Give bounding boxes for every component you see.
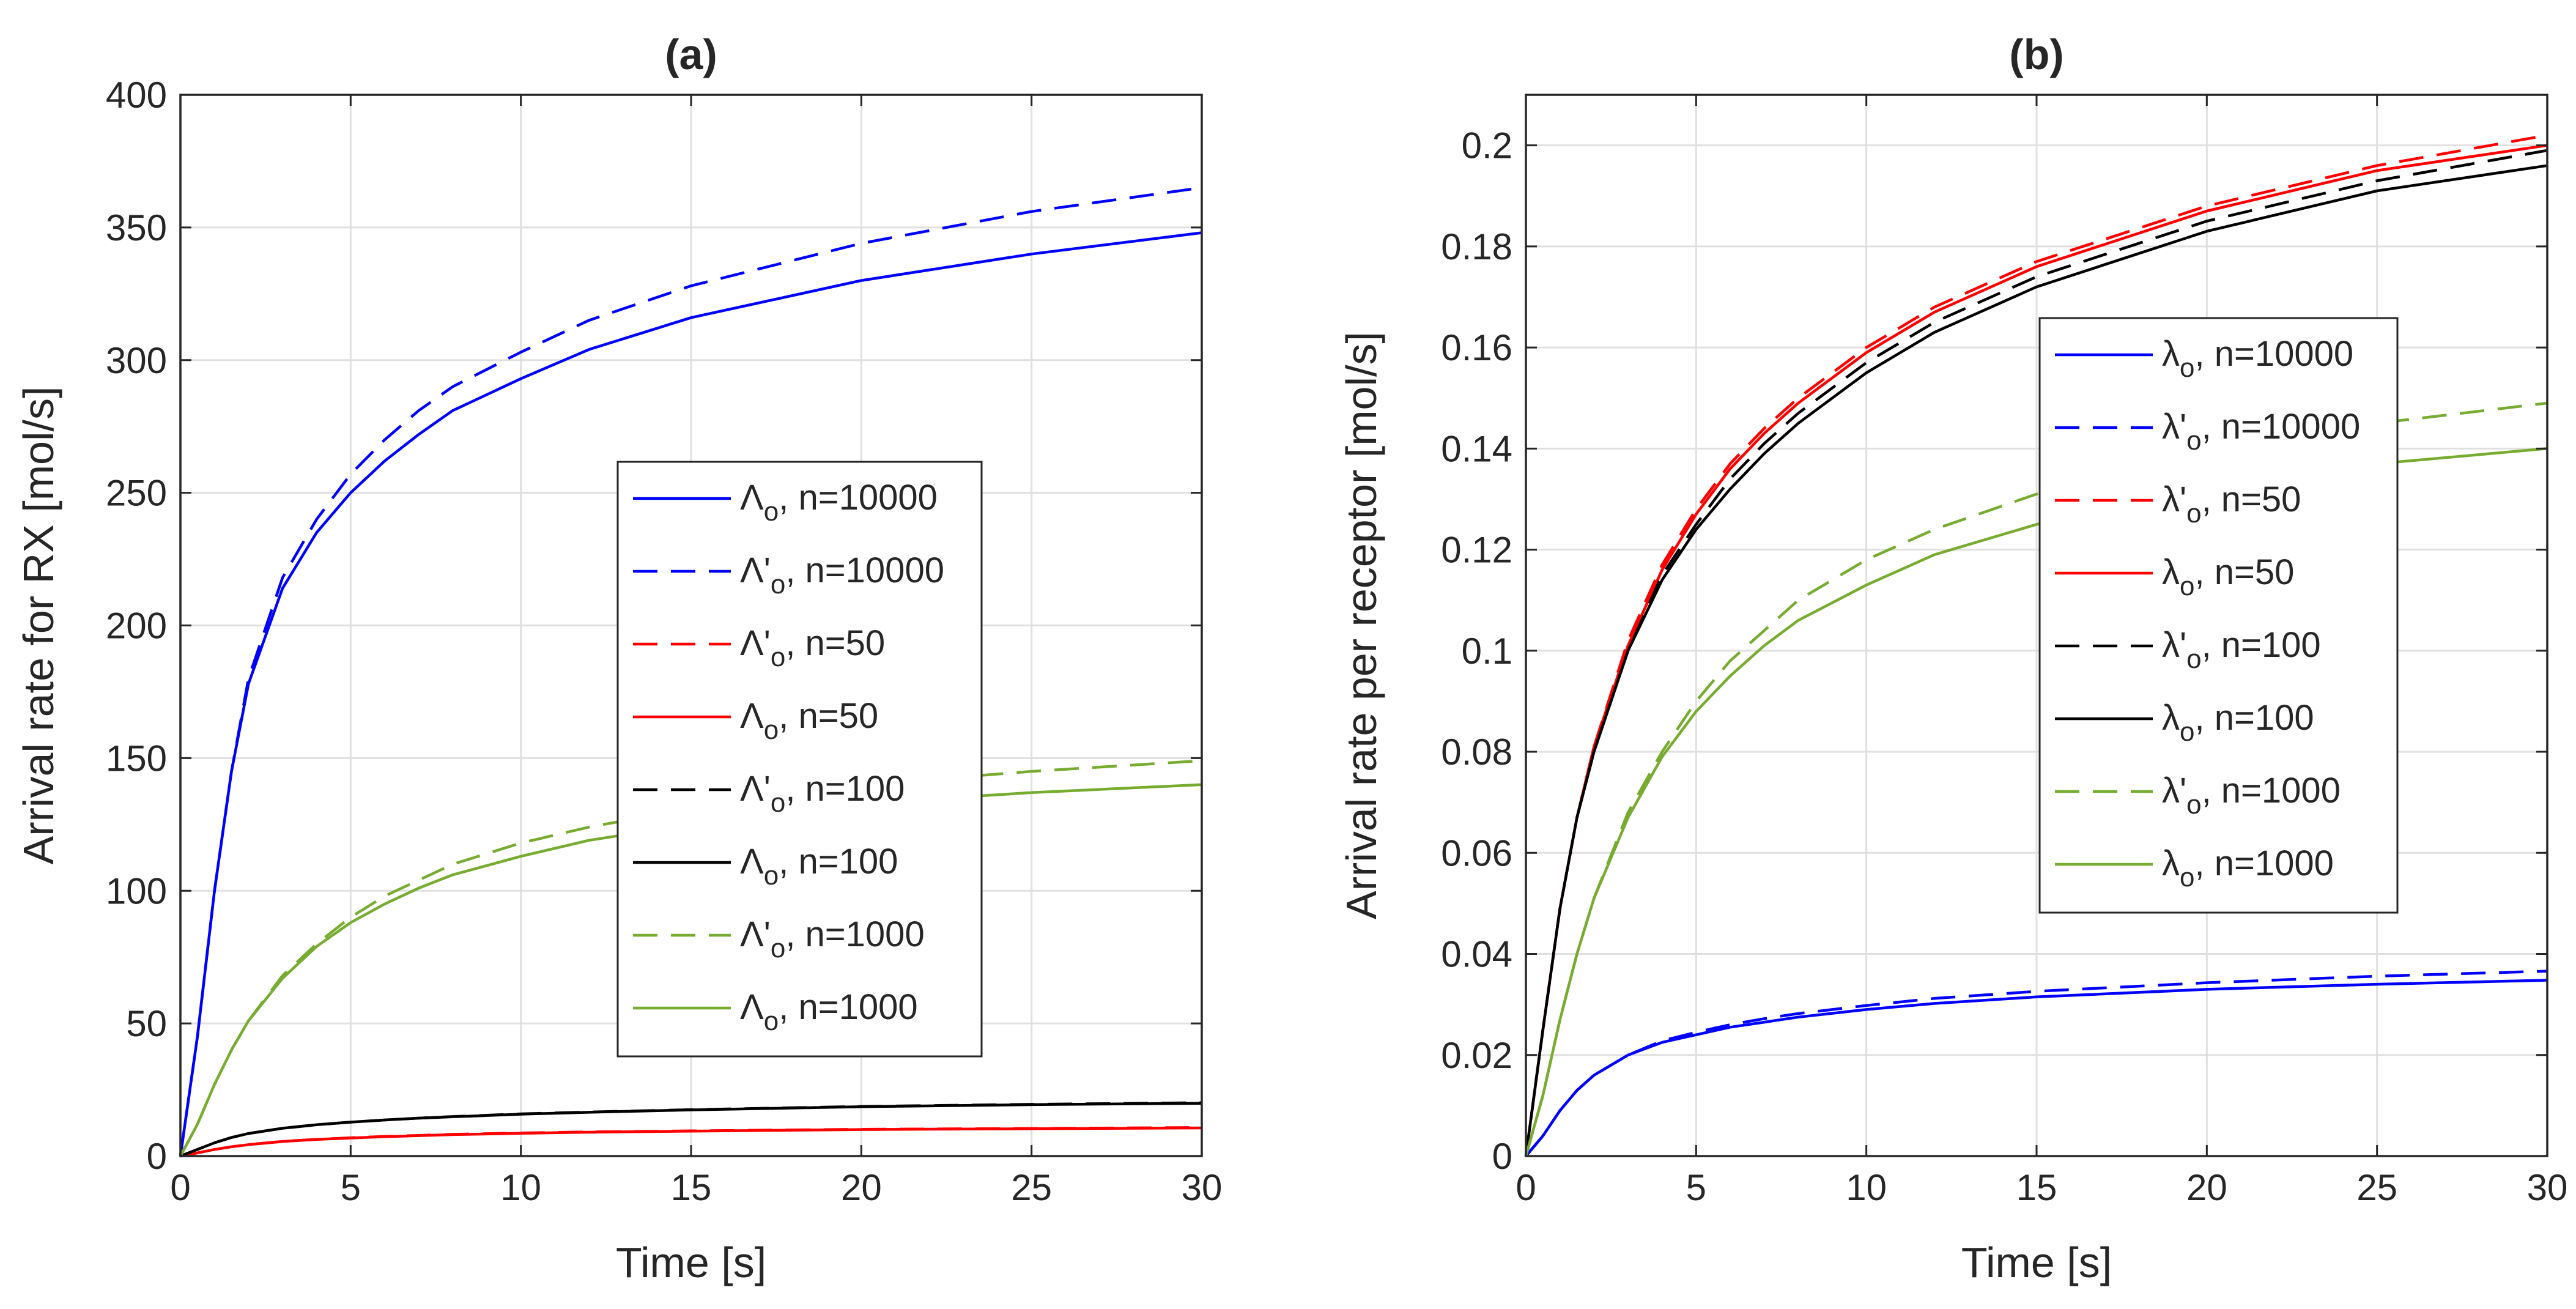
series-line-λn100 <box>1524 164 2548 1157</box>
legend-entry: λ'o, n=50 <box>2162 480 2301 528</box>
y-tick-label: 0.08 <box>1441 732 1512 773</box>
legend: Λo, n=10000 Λ'o, n=10000 Λ'o, n=50 Λo, n=50… <box>616 461 983 1058</box>
legend-entry: λo, n=50 <box>2162 552 2294 601</box>
y-tick-label: 0.06 <box>1441 832 1512 873</box>
y-tick-label: 0.2 <box>1462 125 1512 166</box>
y-tick-label: 200 <box>106 606 167 647</box>
x-tick-label: 0 <box>1516 1167 1536 1208</box>
x-axis-label: Time [s] <box>616 1239 766 1286</box>
x-tick-label: 10 <box>1846 1167 1887 1208</box>
series-line-λn10000 <box>1525 979 2548 1157</box>
y-tick-label: 0.16 <box>1441 327 1512 368</box>
panel-a: 0 5 10 15 20 25 30050100150200250300350400(a)T… <box>15 31 1222 1286</box>
x-tick-label: 0 <box>170 1167 190 1208</box>
legend-box <box>616 461 983 1058</box>
y-tick-label: 0.1 <box>1462 631 1512 672</box>
legend-entry: λ'o, n=10000 <box>2162 407 2360 456</box>
x-tick-label: 30 <box>1182 1167 1223 1208</box>
legend-entry: λ'o, n=1000 <box>2162 771 2341 820</box>
y-tick-label: 0.02 <box>1441 1035 1512 1076</box>
legend-entry: Λo, n=50 <box>740 696 878 745</box>
y-tick-label: 150 <box>106 738 167 779</box>
y-tick-label: 400 <box>106 75 167 116</box>
y-tick-label: 0.12 <box>1441 530 1512 571</box>
x-tick-label: 20 <box>841 1167 882 1208</box>
legend-entry: Λ'o, n=1000 <box>740 914 925 963</box>
y-axis-label: Arrival rate for RX [mol/s] <box>15 387 62 865</box>
x-axis-label: Time [s] <box>1961 1239 2112 1286</box>
y-tick-label: 250 <box>106 473 167 514</box>
legend-box <box>2038 317 2399 914</box>
y-tick-label: 0.04 <box>1441 934 1512 975</box>
y-tick-label: 0 <box>147 1136 167 1177</box>
x-tick-label: 15 <box>2016 1167 2057 1208</box>
x-tick-label: 20 <box>2186 1167 2227 1208</box>
y-tick-label: 300 <box>106 340 167 381</box>
x-tick-label: 5 <box>1686 1167 1706 1208</box>
y-tick-label: 350 <box>106 207 167 248</box>
x-tick-label: 25 <box>1011 1167 1052 1208</box>
legend: λo, n=10000 λ'o, n=10000 λ'o, n=50 λo, n=50… <box>2038 317 2399 914</box>
legend-entry: Λo, n=100 <box>740 842 898 891</box>
legend-entry: λo, n=1000 <box>2162 844 2334 892</box>
legend-entry: λo, n=10000 <box>2162 334 2353 383</box>
x-tick-label: 30 <box>2527 1167 2568 1208</box>
series-line-Λ-primen10000 <box>179 186 1202 1157</box>
panel-b: 0 5 10 15 20 25 30 0 0.02 0.04 0.06 0.08 0.1 0.12 0.14… <box>1338 31 2567 1286</box>
y-axis-label: Arrival rate per receptor [mol/s] <box>1338 332 1385 919</box>
legend-entry: Λ'o, n=100 <box>740 769 905 818</box>
series-line-λ-primen10000 <box>1525 970 2548 1157</box>
legend-entry: Λ'o, n=10000 <box>740 551 944 599</box>
series-line-Λn50 <box>180 1126 1202 1158</box>
series-line-Λn100 <box>180 1102 1202 1158</box>
legend-entry: λ'o, n=100 <box>2162 625 2321 674</box>
legend-entry: λo, n=100 <box>2162 698 2314 747</box>
y-tick-label: 0.14 <box>1441 428 1512 469</box>
x-tick-label: 15 <box>671 1167 712 1208</box>
legend-entry: Λo, n=10000 <box>740 478 938 527</box>
legend-entry: Λ'o, n=50 <box>740 623 885 672</box>
chart-title: (b) <box>2009 31 2063 78</box>
x-tick-label: 10 <box>500 1167 541 1208</box>
y-tick-label: 0.18 <box>1441 226 1512 267</box>
legend-entry: Λo, n=1000 <box>740 987 918 1036</box>
x-tick-label: 5 <box>341 1167 361 1208</box>
y-tick-label: 0 <box>1492 1136 1512 1177</box>
x-tick-label: 25 <box>2356 1167 2397 1208</box>
chart-title: (a) <box>665 31 717 78</box>
y-tick-label: 100 <box>106 870 167 911</box>
y-tick-label: 50 <box>126 1003 167 1044</box>
